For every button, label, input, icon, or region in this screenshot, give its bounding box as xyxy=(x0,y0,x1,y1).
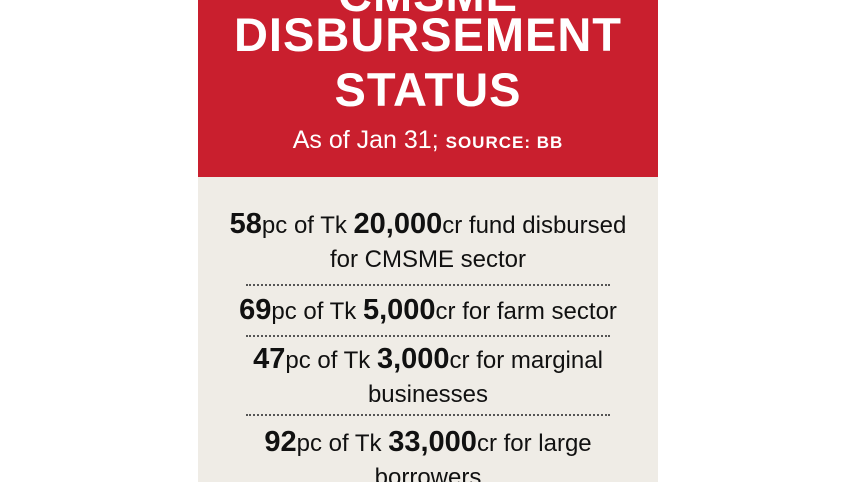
title-top-line: CMSME xyxy=(198,0,658,20)
stat-item-large-borrowers: 92pc of Tk 33,000cr for large borrowers xyxy=(198,425,658,482)
amount-value: 5,000 xyxy=(362,294,436,326)
mid-text: pc of Tk xyxy=(285,347,371,374)
stat-line-2: borrowers xyxy=(374,464,482,482)
percent-value: 58 xyxy=(229,208,262,240)
mid-text: pc of Tk xyxy=(296,430,382,457)
stat-line: 69pc of Tk 5,000cr for farm sector xyxy=(198,293,658,329)
amount-value: 20,000 xyxy=(353,208,443,240)
stat-line-2: businesses xyxy=(367,381,489,408)
stat-line-2: for CMSME sector xyxy=(329,246,527,273)
title-line-disbursement: DISBURSEMENT xyxy=(233,8,623,61)
infographic-card: CMSME DISBURSEMENT STATUS As of Jan 31; … xyxy=(198,0,658,482)
stat-item-cmsme: 58pc of Tk 20,000cr fund disbursed for C… xyxy=(198,207,658,277)
amount-value: 33,000 xyxy=(388,426,477,458)
date-note: As of Jan 31; xyxy=(292,126,439,154)
stats-panel: 58pc of Tk 20,000cr fund disbursed for C… xyxy=(198,177,658,482)
dotted-divider xyxy=(246,414,610,416)
percent-value: 47 xyxy=(253,343,286,375)
percent-value: 92 xyxy=(264,426,297,458)
stat-line: 92pc of Tk 33,000cr for large xyxy=(198,425,658,461)
stat-line: 47pc of Tk 3,000cr for marginal xyxy=(198,342,658,378)
suffix-text: cr for large xyxy=(476,430,592,457)
dotted-divider xyxy=(246,284,610,286)
mid-text: pc of Tk xyxy=(271,298,357,325)
amount-value: 3,000 xyxy=(376,343,450,375)
suffix-text: cr for farm sector xyxy=(435,298,617,325)
header-banner: CMSME DISBURSEMENT STATUS As of Jan 31; … xyxy=(198,0,658,177)
percent-value: 69 xyxy=(239,294,272,326)
subtitle: As of Jan 31; SOURCE: BB xyxy=(198,125,658,158)
suffix-text: cr for marginal xyxy=(449,347,603,374)
suffix-text: cr fund disbursed xyxy=(442,212,627,239)
mid-text: pc of Tk xyxy=(261,212,347,239)
title-line-status: STATUS xyxy=(334,63,522,116)
dotted-divider xyxy=(246,335,610,337)
stat-item-farm: 69pc of Tk 5,000cr for farm sector xyxy=(198,293,658,329)
stat-line: 58pc of Tk 20,000cr fund disbursed xyxy=(198,207,658,243)
stat-item-marginal: 47pc of Tk 3,000cr for marginal business… xyxy=(198,342,658,412)
source-label: SOURCE: BB xyxy=(445,133,564,152)
